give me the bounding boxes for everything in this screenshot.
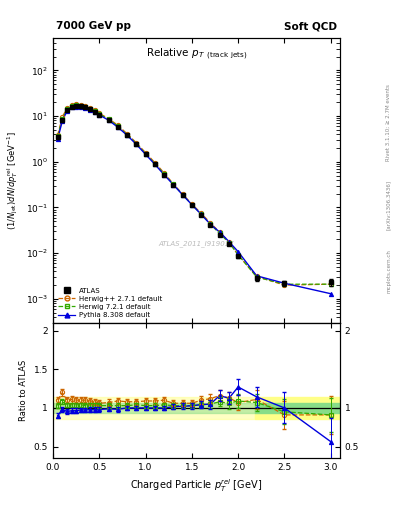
Y-axis label: Ratio to ATLAS: Ratio to ATLAS — [19, 360, 28, 421]
Text: [arXiv:1306.3436]: [arXiv:1306.3436] — [386, 180, 391, 230]
Y-axis label: $(1/N_\mathrm{jet})dN/dp_T^\mathrm{rel}$ [GeV$^{-1}$]: $(1/N_\mathrm{jet})dN/dp_T^\mathrm{rel}$… — [6, 131, 20, 230]
Text: Relative $p_T$ $_{(\mathrm{track\ jets})}$: Relative $p_T$ $_{(\mathrm{track\ jets})… — [146, 47, 247, 62]
X-axis label: Charged Particle $p_T^{rel}$ [GeV]: Charged Particle $p_T^{rel}$ [GeV] — [130, 478, 263, 495]
Text: mcplots.cern.ch: mcplots.cern.ch — [386, 249, 391, 293]
Legend: ATLAS, Herwig++ 2.7.1 default, Herwig 7.2.1 default, Pythia 8.308 default: ATLAS, Herwig++ 2.7.1 default, Herwig 7.… — [57, 286, 163, 319]
Text: ATLAS_2011_I919017: ATLAS_2011_I919017 — [159, 240, 234, 247]
Bar — [53, 402, 255, 413]
Bar — [53, 397, 255, 419]
Text: Soft QCD: Soft QCD — [284, 22, 337, 31]
Text: 7000 GeV pp: 7000 GeV pp — [56, 22, 131, 31]
Bar — [255, 397, 340, 419]
Text: Rivet 3.1.10; ≥ 2.7M events: Rivet 3.1.10; ≥ 2.7M events — [386, 84, 391, 161]
Bar — [255, 402, 340, 413]
